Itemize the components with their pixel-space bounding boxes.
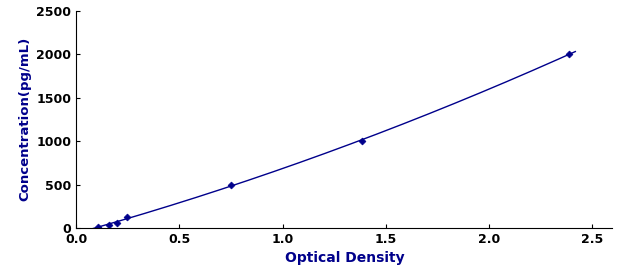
X-axis label: Optical Density: Optical Density bbox=[284, 251, 404, 265]
Y-axis label: Concentration(pg/mL): Concentration(pg/mL) bbox=[18, 37, 31, 201]
